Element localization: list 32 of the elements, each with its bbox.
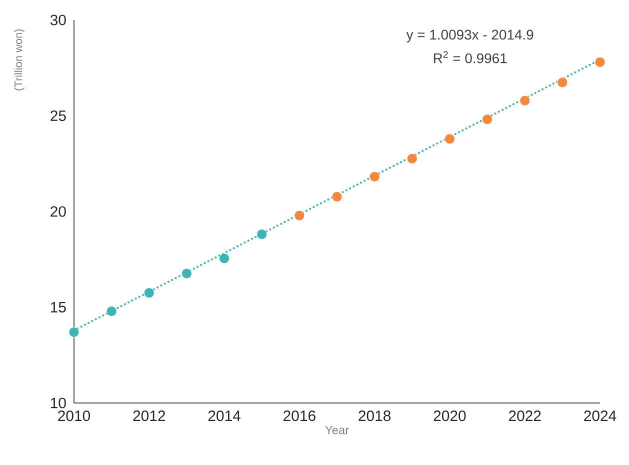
point — [520, 95, 530, 106]
annotation: y = 1.0093x - 2014.9 — [406, 30, 534, 42]
annotation: R$^{2}$ = 0.9961 — [434, 51, 507, 64]
y-tick-label: 20 — [50, 206, 66, 217]
point — [369, 171, 380, 182]
x-tick-label: 2018 — [358, 410, 391, 422]
x-tick-label: 2012 — [133, 410, 166, 422]
y-tick-label: 30 — [50, 14, 66, 26]
point — [256, 229, 268, 240]
y-tick-label: 15 — [51, 302, 66, 312]
x-tick-label: 2016 — [284, 410, 316, 422]
point — [294, 210, 305, 221]
point — [557, 77, 568, 88]
y-tick-label: 25 — [50, 110, 66, 122]
y-axis-title: (Trillion won) — [14, 29, 24, 90]
y-tick-label: 10 — [51, 398, 66, 408]
point — [219, 253, 230, 264]
point — [594, 56, 606, 68]
point — [444, 134, 455, 144]
point — [68, 326, 80, 338]
x-tick-label: 2022 — [508, 410, 541, 422]
point — [106, 306, 117, 317]
x-tick-label: 2010 — [58, 410, 90, 422]
x-tick-label: 2024 — [584, 410, 616, 422]
point — [406, 153, 418, 164]
point — [482, 114, 493, 125]
x-tick-label: 2020 — [434, 410, 466, 422]
x-axis-title: Year — [325, 426, 349, 434]
point — [144, 288, 154, 298]
x-tick-label: 2014 — [208, 410, 240, 422]
point — [332, 192, 342, 202]
point — [181, 268, 192, 279]
